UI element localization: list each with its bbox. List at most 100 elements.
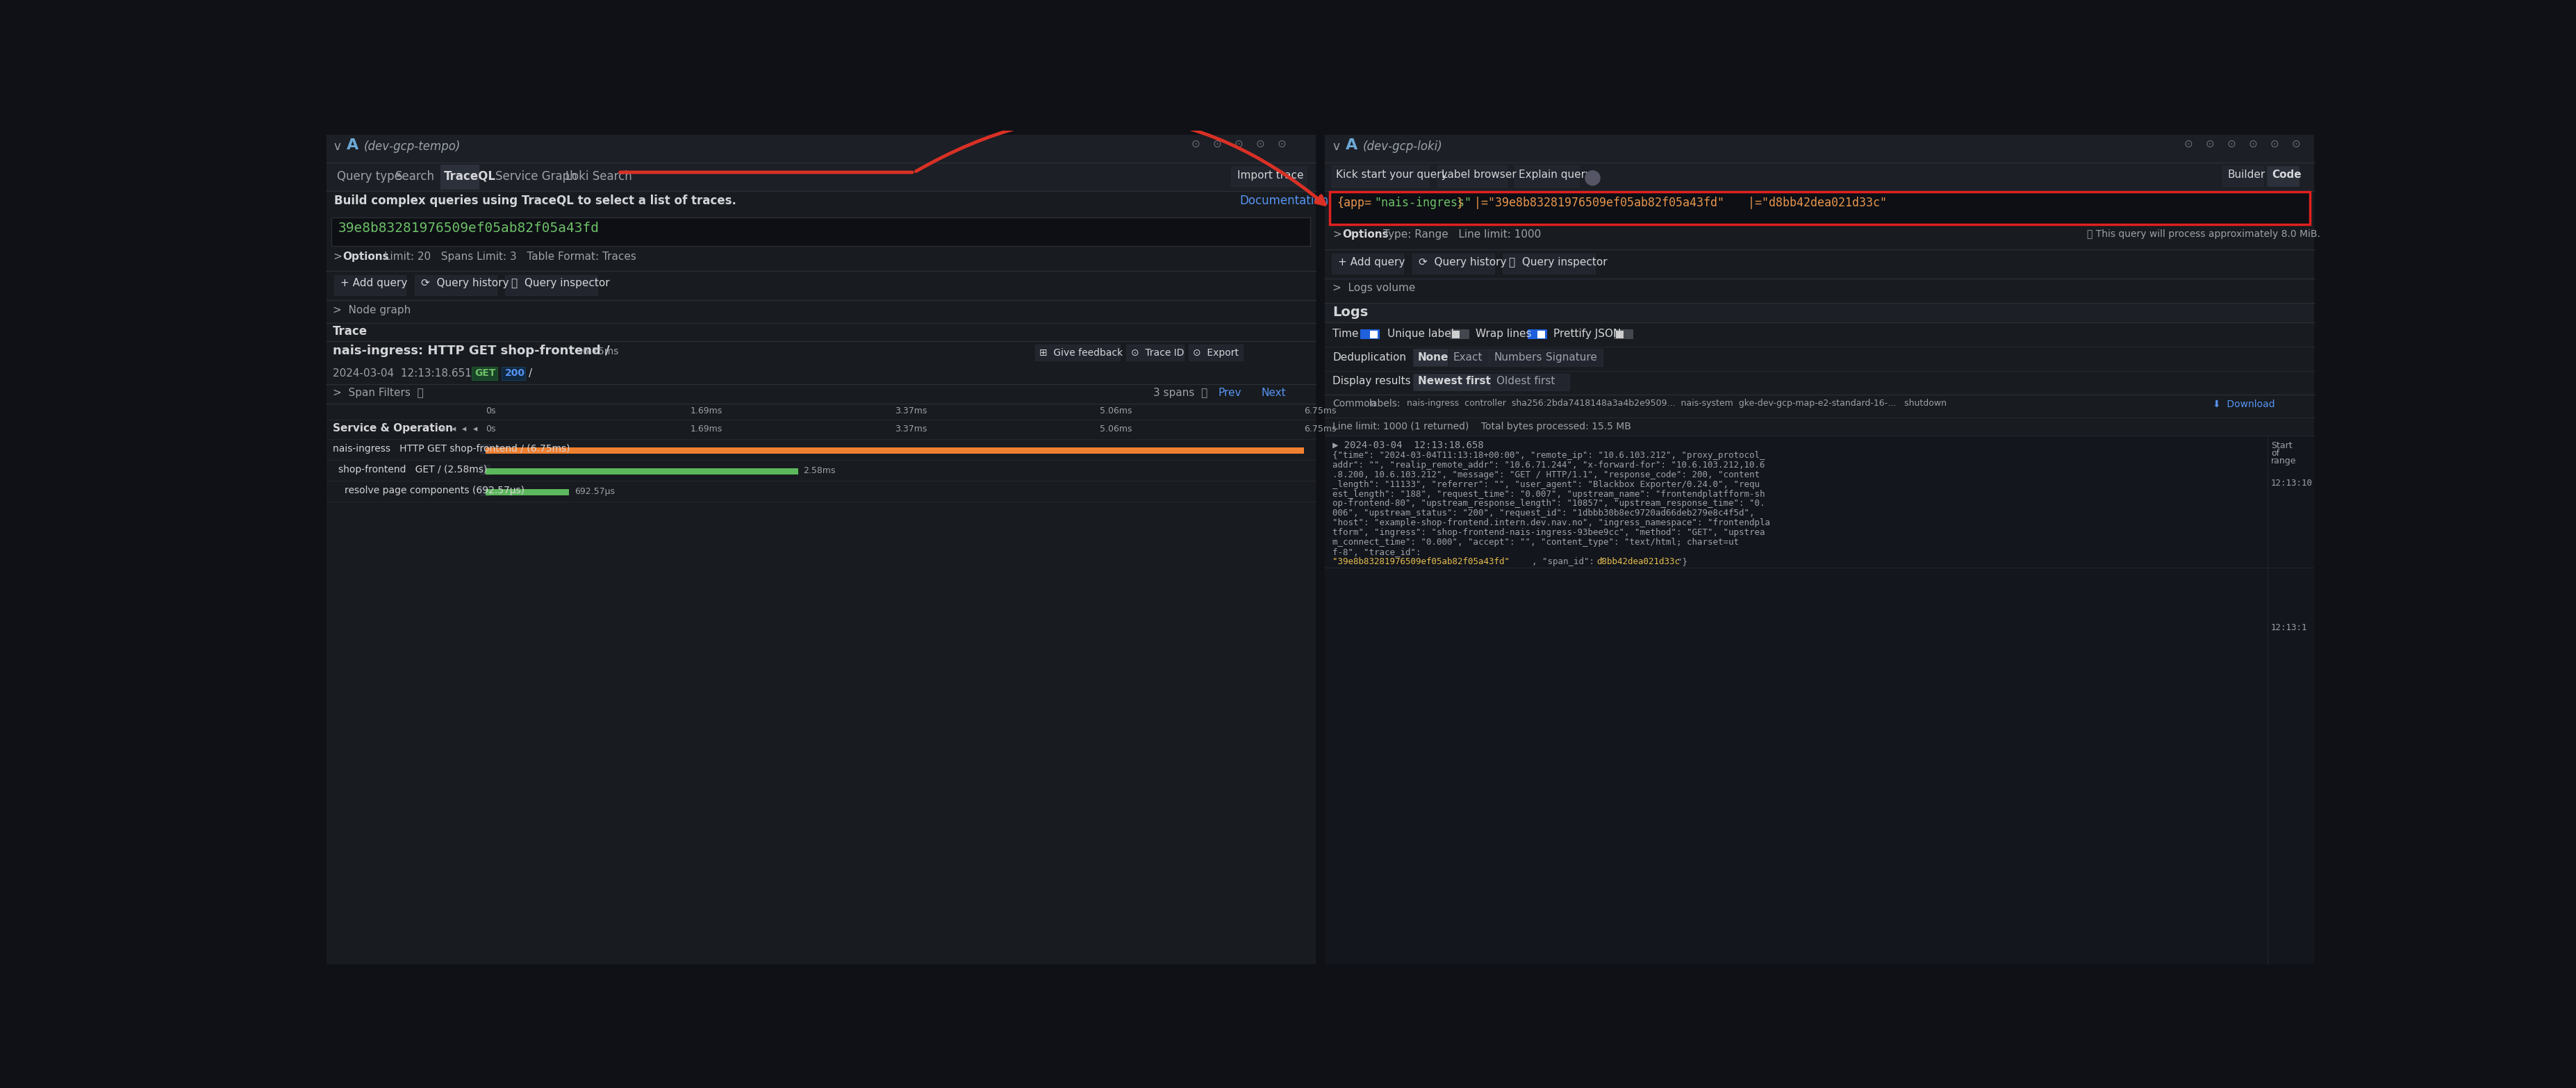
Bar — [479, 465, 489, 474]
Text: 3 spans  ⓘ: 3 spans ⓘ — [1154, 387, 1208, 398]
Bar — [327, 405, 1316, 420]
Text: Explain query: Explain query — [1520, 170, 1592, 180]
Text: v: v — [1332, 140, 1340, 152]
Text: "39e8b83281976509ef05ab82f05a43fd": "39e8b83281976509ef05ab82f05a43fd" — [1332, 557, 1510, 566]
Text: 39e8b83281976509ef05ab82f05a43fd: 39e8b83281976509ef05ab82f05a43fd — [337, 222, 600, 235]
Bar — [1324, 419, 2313, 435]
Text: nais-ingress  controller  sha256:2bda7418148a3a4b2e9509...  nais-system  gke-dev: nais-ingress controller sha256:2bda74181… — [1406, 399, 1947, 408]
Bar — [1329, 191, 2311, 225]
Text: d8bb42dea021d33c: d8bb42dea021d33c — [1597, 557, 1680, 566]
Text: op-frontend-80", "upstream_response_length": "10857", "upstream_response_time": : op-frontend-80", "upstream_response_leng… — [1332, 499, 1765, 508]
Text: Signature: Signature — [1546, 353, 1597, 362]
Bar — [1324, 163, 2313, 191]
Bar — [471, 367, 497, 380]
Text: ⊙: ⊙ — [1255, 139, 1265, 149]
Text: ⟳  Query history: ⟳ Query history — [1419, 257, 1507, 268]
Text: Query type: Query type — [337, 170, 402, 183]
Text: {"time": "2024-03-04T11:13:18+00:00", "remote_ip": "10.6.103.212", "proxy_protoc: {"time": "2024-03-04T11:13:18+00:00", "r… — [1332, 452, 1765, 460]
Text: GET: GET — [474, 368, 497, 378]
Text: {app=: {app= — [1337, 197, 1370, 209]
Text: ◂: ◂ — [440, 424, 446, 433]
Bar — [327, 440, 1316, 460]
Bar — [1190, 345, 1242, 360]
Text: Import trace: Import trace — [1236, 170, 1303, 181]
Bar — [2223, 165, 2264, 186]
Bar — [327, 135, 1316, 163]
Bar — [440, 164, 479, 189]
Text: Options: Options — [343, 251, 389, 262]
Text: Common: Common — [1332, 399, 1376, 409]
Text: "host": "example-shop-frontend.intern.dev.nav.no", "ingress_namespace": "fronten: "host": "example-shop-frontend.intern.de… — [1332, 518, 1770, 528]
Text: Code: Code — [2272, 170, 2303, 180]
Text: (dev-gcp-tempo): (dev-gcp-tempo) — [363, 140, 461, 152]
Bar — [1412, 254, 1494, 274]
Text: tform", "ingress": "shop-frontend-nais-ingress-93bee9cc", "method": "GET", "upst: tform", "ingress": "shop-frontend-nais-i… — [1332, 528, 1765, 537]
Bar — [1414, 349, 1448, 366]
Text: + Add query: + Add query — [1337, 257, 1404, 268]
Bar — [327, 191, 1316, 217]
Bar — [1528, 330, 1546, 339]
Text: Unique labels: Unique labels — [1388, 329, 1461, 339]
Text: 12:13:1: 12:13:1 — [2272, 623, 2308, 632]
Text: /: / — [528, 368, 533, 379]
Text: 692.57µs: 692.57µs — [574, 486, 616, 496]
Bar — [1324, 226, 2313, 249]
Text: ⊙: ⊙ — [2293, 139, 2300, 149]
Bar — [327, 364, 1316, 384]
Text: Prettify JSON: Prettify JSON — [1553, 329, 1620, 339]
Text: Prev: Prev — [1218, 387, 1242, 398]
Text: v: v — [335, 140, 340, 152]
Text: ⬤: ⬤ — [1584, 170, 1600, 186]
Text: 200: 200 — [505, 368, 526, 378]
Text: None: None — [1417, 353, 1448, 362]
Bar — [1492, 373, 1569, 391]
Bar — [1332, 254, 1404, 274]
Text: 5.06ms: 5.06ms — [1100, 424, 1131, 433]
Text: 006", "upstream_status": "200", "request_id": "1dbbb30b8ec9720ad66deb279e8c4f5d": 006", "upstream_status": "200", "request… — [1332, 509, 1754, 518]
Text: ⊙: ⊙ — [1278, 139, 1285, 149]
Text: , "span_id": ": , "span_id": " — [1533, 557, 1605, 566]
Bar — [1324, 280, 2313, 302]
Text: shop-frontend   GET / (2.58ms): shop-frontend GET / (2.58ms) — [337, 465, 487, 474]
Bar — [415, 275, 497, 295]
Text: ▶ 2024-03-04  12:13:18.658: ▶ 2024-03-04 12:13:18.658 — [1332, 441, 1484, 450]
Bar — [327, 385, 1316, 404]
Text: m_connect_time": "0.000", "accept": "", "content_type": "text/html; charset=ut: m_connect_time": "0.000", "accept": "", … — [1332, 537, 1739, 546]
Bar — [335, 275, 407, 295]
Text: Time: Time — [1332, 329, 1358, 339]
Bar — [1324, 395, 2313, 418]
Text: ⬇  Download: ⬇ Download — [2213, 399, 2275, 409]
Text: .8.200, 10.6.103.212", "message": "GET / HTTP/1.1", "response_code": 200, "conte: .8.200, 10.6.103.212", "message": "GET /… — [1332, 470, 1759, 480]
Text: Deduplication: Deduplication — [1332, 353, 1406, 362]
Text: (dev-gcp-loki): (dev-gcp-loki) — [1363, 140, 1443, 152]
Bar — [487, 447, 1303, 454]
Text: ⓘ  Query inspector: ⓘ Query inspector — [513, 279, 611, 288]
Bar — [1489, 349, 1540, 366]
Text: ⊙  Export: ⊙ Export — [1193, 348, 1239, 358]
Bar — [1540, 349, 1602, 366]
Text: Next: Next — [1262, 387, 1285, 398]
Bar — [1324, 250, 2313, 279]
Text: Kick start your query: Kick start your query — [1337, 170, 1448, 180]
Bar — [1324, 436, 2313, 964]
Bar — [1231, 166, 1306, 186]
Text: 2024-03-04  12:13:18.651: 2024-03-04 12:13:18.651 — [332, 368, 471, 379]
Bar — [1126, 345, 1182, 360]
Text: >  Node graph: > Node graph — [332, 305, 410, 316]
Bar — [1615, 331, 1623, 338]
Text: ⊙: ⊙ — [1234, 139, 1242, 149]
Text: est_length": "188", "request_time": "0.007", "upstream_name": "frontendplatfform: est_length": "188", "request_time": "0.0… — [1332, 490, 1765, 498]
Bar — [1324, 371, 2313, 395]
Text: ⊞  Give feedback: ⊞ Give feedback — [1038, 348, 1123, 358]
Text: 0s: 0s — [487, 424, 495, 433]
Text: nais-ingress: HTTP GET shop-frontend /: nais-ingress: HTTP GET shop-frontend / — [332, 345, 611, 357]
Text: ⊙: ⊙ — [2184, 139, 2192, 149]
Text: ⊙: ⊙ — [2249, 139, 2257, 149]
Bar — [1332, 165, 1430, 187]
Bar — [487, 489, 569, 495]
Text: Service Graph: Service Graph — [495, 170, 577, 183]
Bar — [1360, 330, 1381, 339]
Bar — [1448, 349, 1489, 366]
Text: resolve page components (692.57µs): resolve page components (692.57µs) — [345, 485, 526, 495]
Text: Builder: Builder — [2228, 170, 2267, 180]
